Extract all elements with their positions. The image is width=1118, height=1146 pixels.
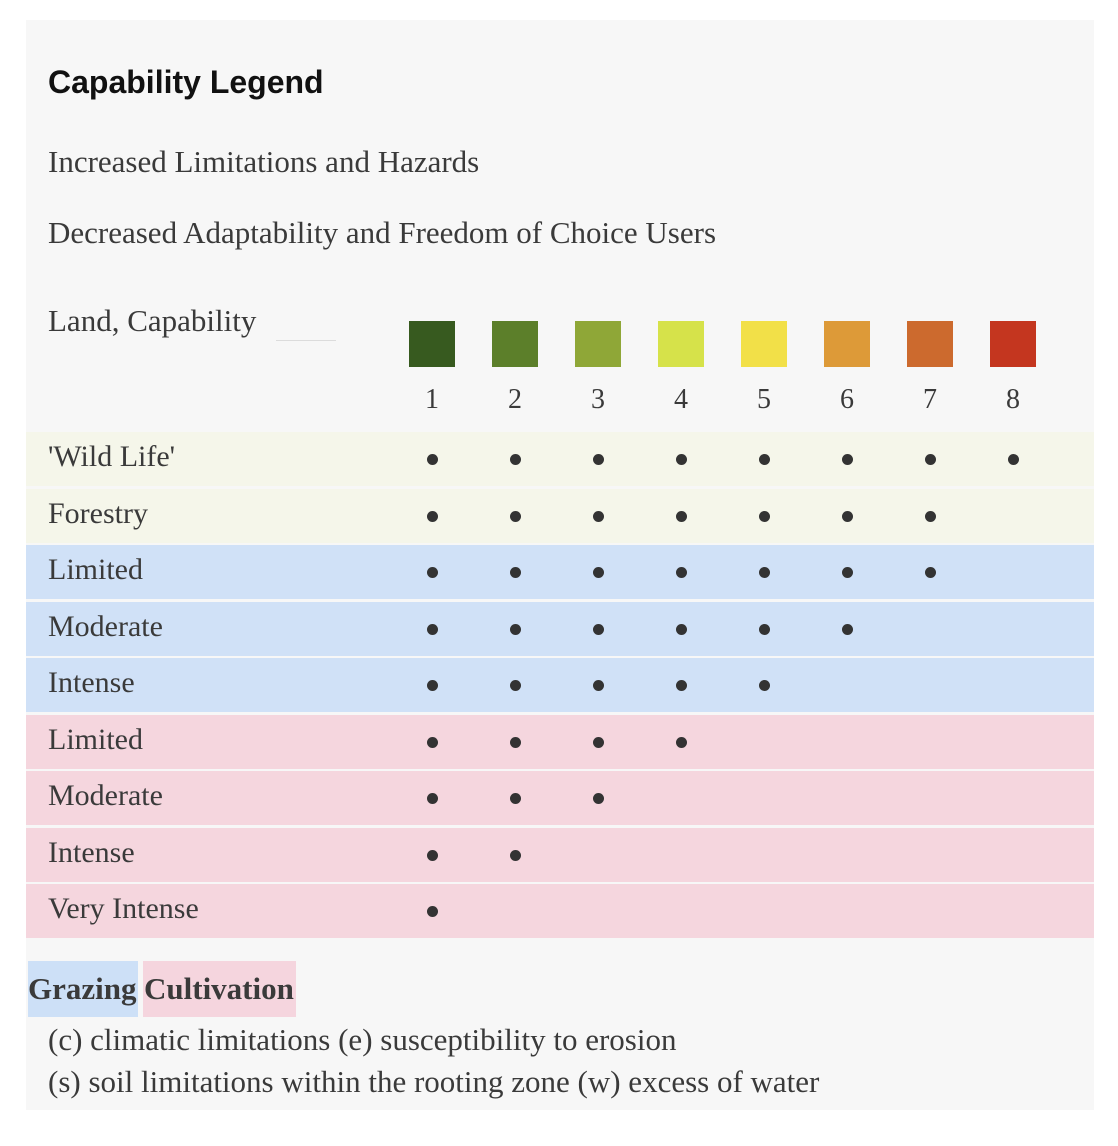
suitability-dot-class-5 xyxy=(758,680,770,691)
class-3-number: 3 xyxy=(591,384,605,415)
suitability-dot-class-7 xyxy=(924,454,936,465)
suitability-dot-class-7 xyxy=(924,567,936,578)
suitability-dot-class-1 xyxy=(426,511,438,522)
suitability-dot-class-2 xyxy=(509,793,521,804)
class-4-number: 4 xyxy=(674,384,688,415)
grazing-legend-chip: Grazing xyxy=(28,961,138,1017)
suitability-dot-class-1 xyxy=(426,624,438,635)
capability-row: Limited xyxy=(26,545,1094,599)
suitability-dot-class-4 xyxy=(675,737,687,748)
capability-row: Very Intense xyxy=(26,884,1094,938)
class-8-number: 8 xyxy=(1006,384,1020,415)
class-8-swatch xyxy=(990,321,1036,367)
row-label: Moderate xyxy=(48,779,163,812)
suitability-dot-class-2 xyxy=(509,850,521,861)
suitability-dot-class-1 xyxy=(426,793,438,804)
suitability-dot-class-5 xyxy=(758,624,770,635)
suitability-dot-class-3 xyxy=(592,454,604,465)
capability-row: Moderate xyxy=(26,602,1094,656)
suitability-dot-class-6 xyxy=(841,511,853,522)
legend-title: Capability Legend xyxy=(48,64,324,100)
class-1-swatch xyxy=(409,321,455,367)
suitability-dot-class-3 xyxy=(592,567,604,578)
class-5-number: 5 xyxy=(757,384,771,415)
subtitle-limitations: Increased Limitations and Hazards xyxy=(48,144,480,179)
class-6-number: 6 xyxy=(840,384,854,415)
suitability-dot-class-5 xyxy=(758,454,770,465)
suitability-dot-class-4 xyxy=(675,454,687,465)
class-2-number: 2 xyxy=(508,384,522,415)
suitability-dot-class-1 xyxy=(426,906,438,917)
class-6-swatch xyxy=(824,321,870,367)
class-4-swatch xyxy=(658,321,704,367)
capability-row: 'Wild Life' xyxy=(26,432,1094,486)
row-label: Intense xyxy=(48,836,135,869)
class-5-swatch xyxy=(741,321,787,367)
suitability-dot-class-2 xyxy=(509,737,521,748)
suitability-dot-class-1 xyxy=(426,680,438,691)
suitability-dot-class-4 xyxy=(675,511,687,522)
subtitle-adaptability: Decreased Adaptability and Freedom of Ch… xyxy=(48,215,717,250)
suitability-dot-class-6 xyxy=(841,454,853,465)
suitability-dot-class-2 xyxy=(509,567,521,578)
suitability-dot-class-6 xyxy=(841,567,853,578)
suitability-dot-class-5 xyxy=(758,511,770,522)
suitability-dot-class-2 xyxy=(509,680,521,691)
capability-legend-panel: Capability Legend Increased Limitations … xyxy=(26,20,1094,1110)
class-2-swatch xyxy=(492,321,538,367)
suitability-dot-class-3 xyxy=(592,737,604,748)
land-capability-label: Land, Capability xyxy=(48,303,257,338)
suitability-dot-class-2 xyxy=(509,511,521,522)
suitability-dot-class-3 xyxy=(592,624,604,635)
suitability-dot-class-4 xyxy=(675,680,687,691)
capability-row: Intense xyxy=(26,828,1094,882)
suitability-dot-class-1 xyxy=(426,737,438,748)
cultivation-legend-chip: Cultivation xyxy=(143,961,296,1017)
suitability-dot-class-4 xyxy=(675,567,687,578)
capability-row: Forestry xyxy=(26,489,1094,543)
class-7-swatch xyxy=(907,321,953,367)
suitability-dot-class-7 xyxy=(924,511,936,522)
capability-row: Moderate xyxy=(26,771,1094,825)
capability-row: Intense xyxy=(26,658,1094,712)
suitability-dot-class-5 xyxy=(758,567,770,578)
note-climatic-erosion: (c) climatic limitations (e) susceptibil… xyxy=(48,1022,677,1057)
suitability-dot-class-1 xyxy=(426,454,438,465)
note-soil-water: (s) soil limitations within the rooting … xyxy=(48,1064,820,1099)
row-label: Limited xyxy=(48,723,143,756)
suitability-dot-class-1 xyxy=(426,850,438,861)
capability-row: Limited xyxy=(26,715,1094,769)
suitability-dot-class-2 xyxy=(509,624,521,635)
row-label: Limited xyxy=(48,553,143,586)
suitability-dot-class-6 xyxy=(841,624,853,635)
suitability-dot-class-2 xyxy=(509,454,521,465)
suitability-dot-class-3 xyxy=(592,680,604,691)
land-capability-underline xyxy=(276,340,336,341)
class-7-number: 7 xyxy=(923,384,937,415)
class-3-swatch xyxy=(575,321,621,367)
row-label: Moderate xyxy=(48,610,163,643)
suitability-dot-class-1 xyxy=(426,567,438,578)
suitability-dot-class-8 xyxy=(1007,454,1019,465)
row-label: Forestry xyxy=(48,497,148,530)
suitability-dot-class-3 xyxy=(592,511,604,522)
suitability-dot-class-4 xyxy=(675,624,687,635)
class-1-number: 1 xyxy=(425,384,439,415)
row-label: Intense xyxy=(48,666,135,699)
row-label: Very Intense xyxy=(48,892,199,925)
suitability-dot-class-3 xyxy=(592,793,604,804)
row-label: 'Wild Life' xyxy=(48,440,176,473)
